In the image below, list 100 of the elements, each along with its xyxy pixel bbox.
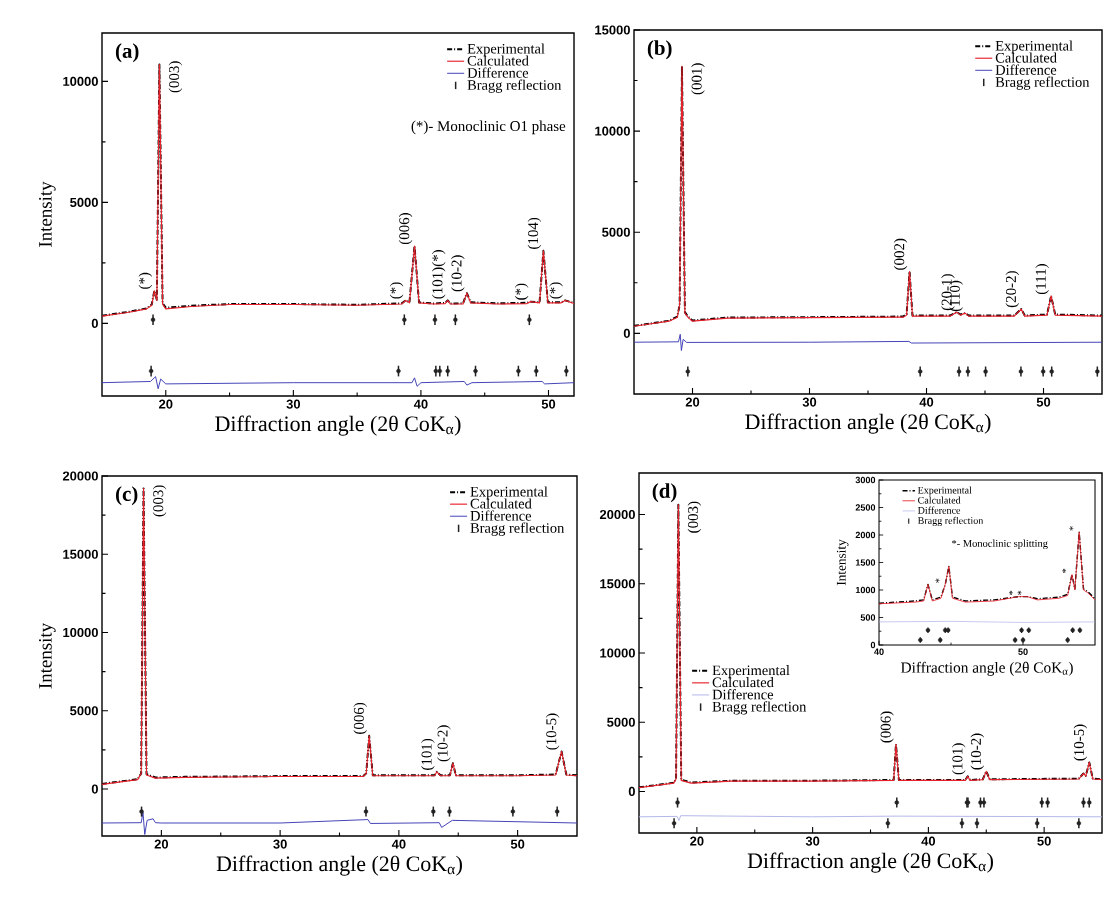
legend-label: Bragg reflection <box>467 79 562 93</box>
y-tick-label: 15000 <box>595 25 630 35</box>
y-tick-label: 0 <box>623 328 630 338</box>
y-tick-label: 0 <box>628 786 635 797</box>
annotation: (104) <box>527 217 542 249</box>
chart-title: (c) <box>115 486 138 506</box>
annotation: (20-2) <box>1005 271 1020 308</box>
annotation: (002) <box>893 238 908 270</box>
legend-label: Experimental <box>917 486 972 496</box>
legend-label: Experimental <box>470 486 548 500</box>
line-series <box>102 376 575 390</box>
y-tick-label: 0 <box>91 784 98 794</box>
y-tick-label: 2000 <box>855 531 876 539</box>
annotation: (006) <box>398 213 413 245</box>
y-tick-label: 2500 <box>855 504 876 511</box>
x-tick-label: 20 <box>154 839 169 849</box>
y-tick-label: 10000 <box>63 76 98 86</box>
y-tick-label: 10000 <box>595 126 630 136</box>
legend-label: Difference <box>712 689 774 700</box>
y-tick-label: 15000 <box>600 579 635 589</box>
legend-label: Experimental <box>467 43 545 57</box>
annotation: * <box>1008 590 1013 595</box>
y-tick-label: 500 <box>860 614 876 621</box>
y-tick-label: 1500 <box>855 559 876 566</box>
annotation: (*) <box>389 282 404 299</box>
x-tick-label: 30 <box>273 839 287 849</box>
y-tick-label: 10000 <box>600 648 635 658</box>
y-tick-label: 20000 <box>62 471 98 481</box>
y-axis-title: Intensity <box>39 622 56 689</box>
x-tick-label: 20 <box>685 397 700 407</box>
annotation: * <box>1069 526 1074 531</box>
y-axis-title: Intensity <box>836 539 849 586</box>
legend-label: Calculated <box>470 498 532 509</box>
legend-label: Calculated <box>918 496 961 504</box>
y-tick-label: 5000 <box>602 227 630 237</box>
annotation: (111) <box>1035 264 1049 295</box>
x-axis-title: Diffraction angle (2θ CoK$_{α}$) <box>745 413 991 434</box>
x-tick-label: 50 <box>1018 648 1028 655</box>
x-tick-label: 40 <box>921 836 936 846</box>
legend-label: Difference <box>917 506 961 514</box>
x-axis-title: Diffraction angle (2θ CoK$_{α}$) <box>215 415 461 436</box>
annotation: (003) <box>152 485 167 517</box>
x-tick-label: 40 <box>919 397 934 407</box>
y-tick-label: 5000 <box>607 717 635 727</box>
y-tick-label: 5000 <box>70 706 98 716</box>
annotation: (10-5) <box>1073 724 1088 761</box>
y-axis-title: Intensity <box>39 181 56 247</box>
annotation: (10-2) <box>451 255 465 292</box>
legend-label: Bragg reflection <box>712 701 807 715</box>
x-tick-label: 50 <box>1037 836 1051 846</box>
y-tick-label: 5000 <box>70 197 98 207</box>
legend-label: Difference <box>995 64 1057 75</box>
annotation: (10-2) <box>437 725 451 762</box>
x-tick-label: 30 <box>805 836 820 846</box>
x-tick-label: 50 <box>1036 397 1051 407</box>
legend-label: Calculated <box>995 52 1057 63</box>
x-axis-title: Diffraction angle (2θ CoK$_{α}$) <box>900 661 1073 676</box>
x-axis-title: Diffraction angle (2θ CoK$_{α}$) <box>747 852 993 873</box>
annotation: (101)(*) <box>431 250 446 299</box>
annotation: (*)- Monoclinic O1 phase <box>411 120 566 135</box>
chart-title: (a) <box>115 43 139 63</box>
y-tick-label: 10000 <box>63 627 98 638</box>
x-tick-label: 50 <box>510 839 525 849</box>
legend-label: Bragg reflection <box>470 522 565 536</box>
annotation: (006) <box>353 702 367 734</box>
annotation: (003) <box>168 61 183 93</box>
legend-label: Calculated <box>712 677 774 688</box>
y-tick-label: 1000 <box>855 586 876 594</box>
x-tick-label: 30 <box>286 399 301 409</box>
annotation: (006) <box>880 711 894 743</box>
x-tick-label: 40 <box>413 399 428 409</box>
annotation: * <box>1017 590 1022 595</box>
annotation: (10-5) <box>545 713 560 750</box>
y-tick-label: 15000 <box>63 549 98 559</box>
legend-label: Difference <box>467 67 529 78</box>
chart-title: (d) <box>652 483 677 503</box>
annotation: (101) <box>421 738 435 770</box>
legend-label: Calculated <box>467 55 529 66</box>
legend-label: Experimental <box>995 40 1073 54</box>
legend-label: Bragg reflection <box>995 76 1090 90</box>
annotation: (10-2) <box>970 733 985 770</box>
x-tick-label: 30 <box>802 397 817 407</box>
annotation: * <box>1062 568 1067 573</box>
x-tick-label: 50 <box>541 399 556 409</box>
x-tick-label: 40 <box>874 648 884 655</box>
annotation: (101) <box>951 743 966 775</box>
y-tick-label: 20000 <box>599 509 635 520</box>
legend-label: Experimental <box>712 665 790 679</box>
legend-label: Difference <box>470 510 532 521</box>
legend-label: Bragg reflection <box>917 516 984 527</box>
y-tick-label: 0 <box>870 641 876 649</box>
x-tick-label: 20 <box>690 836 704 846</box>
annotation: * <box>935 578 940 583</box>
annotation: *- Monoclinic splitting <box>952 539 1048 550</box>
x-axis-title: Diffraction angle (2θ CoK$_{α}$) <box>216 855 462 876</box>
x-tick-label: 40 <box>391 839 406 849</box>
annotation: (*) <box>138 272 153 289</box>
annotation: (*) <box>514 283 529 300</box>
annotation: (001) <box>691 63 705 95</box>
x-tick-label: 20 <box>159 399 173 409</box>
